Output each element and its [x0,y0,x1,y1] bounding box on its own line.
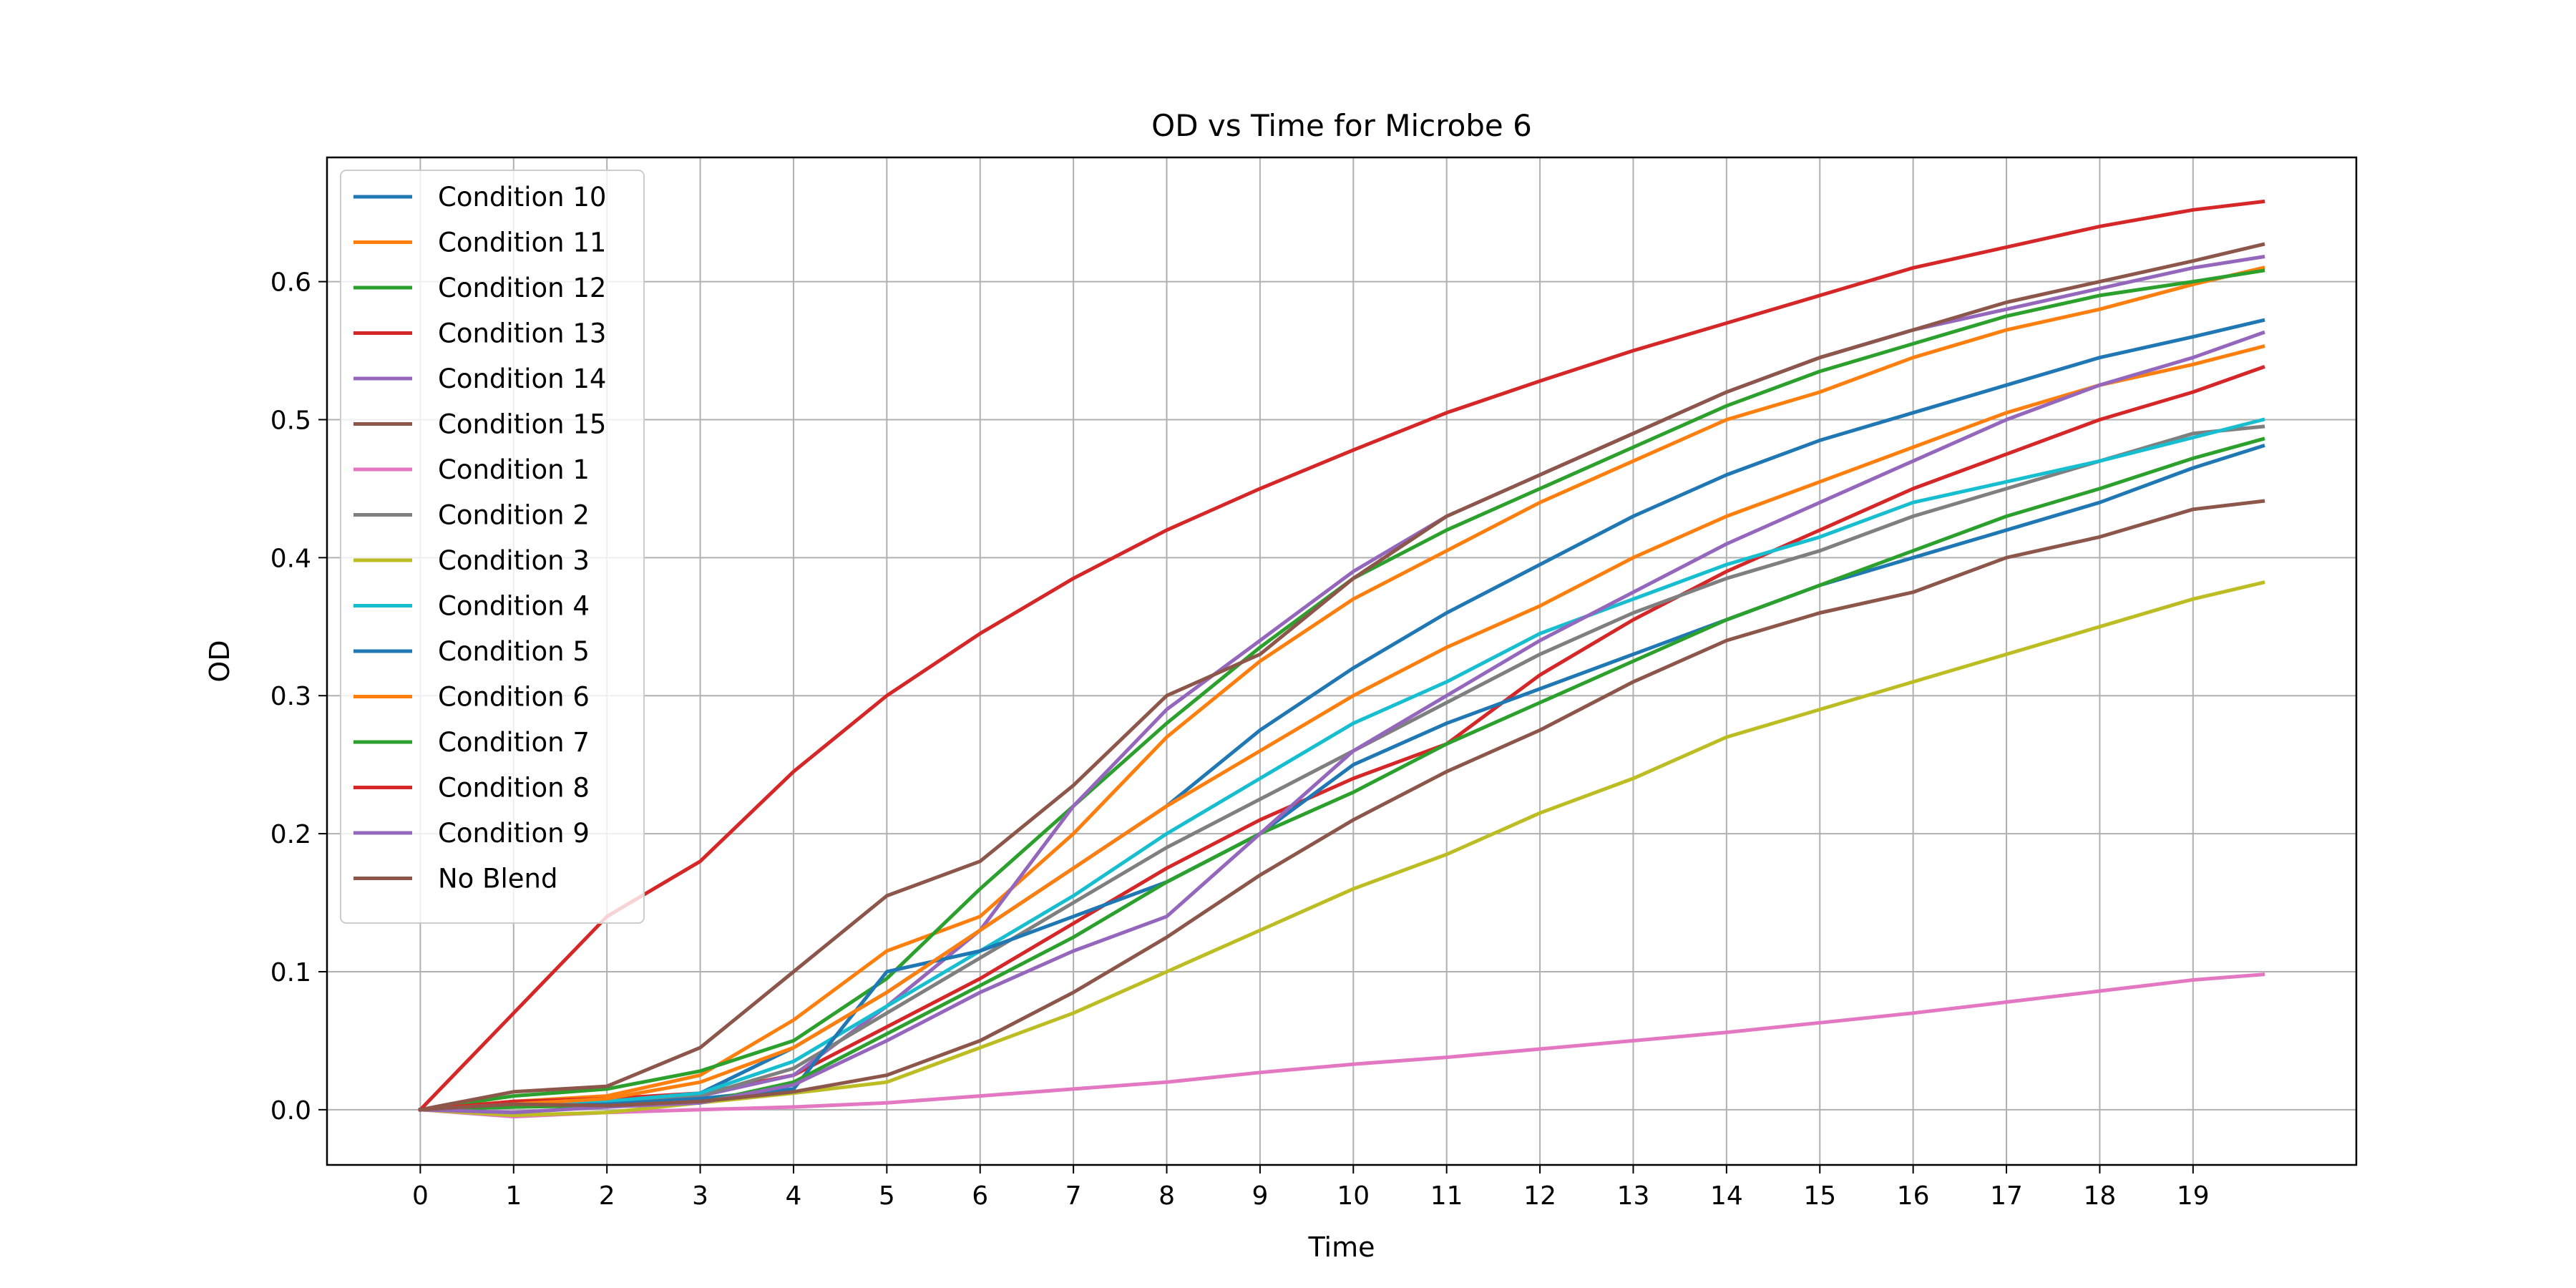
y-tick-label: 0.4 [270,544,311,573]
legend-label: Condition 15 [438,409,606,440]
legend-label: Condition 6 [438,682,590,713]
legend: Condition 10 Condition 11 Condition 12 Cond… [340,170,645,924]
x-tick-label: 14 [1710,1181,1743,1211]
chart-title: OD vs Time for Microbe 6 [1151,108,1532,143]
legend-box [340,170,645,924]
x-tick-label: 10 [1337,1181,1370,1211]
y-tick-label: 0.5 [270,406,311,435]
axis-ticks: 0 1 2 3 4 5 6 7 8 9 10 11 12 13 14 15 16 17 18 190.00.10.20… [270,268,2210,1211]
legend-label: Condition 4 [438,591,590,622]
x-tick-label: 18 [2084,1181,2117,1211]
x-tick-label: 17 [1990,1181,2023,1211]
y-tick-label: 0.3 [270,682,311,711]
legend-label: Condition 3 [438,545,590,576]
x-tick-label: 5 [879,1181,895,1211]
x-tick-label: 6 [972,1181,988,1211]
x-tick-label: 2 [599,1181,615,1211]
x-tick-label: 4 [786,1181,802,1211]
series-line-11 [418,344,2265,1112]
legend-label: Condition 11 [438,228,606,258]
x-tick-label: 7 [1065,1181,1082,1211]
legend-label: Condition 12 [438,273,606,303]
y-axis-label: OD [204,640,235,682]
x-tick-label: 11 [1430,1181,1463,1211]
legend-label: Condition 8 [438,773,590,804]
y-tick-label: 0.1 [270,958,311,987]
series-line-1 [418,265,2265,1112]
y-tick-label: 0.0 [270,1096,311,1126]
series-line-13 [417,199,2265,1113]
series-line-9 [418,417,2265,1112]
series-line-6 [418,972,2265,1118]
x-tick-label: 15 [1803,1181,1836,1211]
legend-label: Condition 9 [438,818,590,849]
legend-label: Condition 14 [438,364,606,394]
legend-label: Condition 2 [438,500,590,531]
x-tick-label: 1 [505,1181,522,1211]
x-tick-label: 0 [412,1181,429,1211]
axes-frame [326,156,2358,1166]
legend-label: Condition 13 [438,318,606,349]
x-tick-label: 19 [2177,1181,2210,1211]
legend-label: Condition 7 [438,727,590,758]
x-tick-label: 8 [1158,1181,1175,1211]
x-tick-label: 16 [1897,1181,1930,1211]
x-tick-label: 9 [1252,1181,1268,1211]
legend-label: No Blend [438,864,557,894]
series-line-0 [418,318,2265,1112]
legend-label: Condition 10 [438,182,606,213]
x-tick-label: 3 [692,1181,708,1211]
legend-label: Condition 5 [438,636,590,667]
y-tick-label: 0.6 [270,268,311,298]
series-line-5 [418,242,2265,1112]
x-tick-label: 12 [1523,1181,1556,1211]
legend-label: Condition 1 [438,454,590,485]
series-lines [417,199,2265,1118]
series-line-15 [418,499,2265,1112]
series-line-4 [418,255,2265,1112]
x-axis-label: Time [1308,1231,1375,1263]
y-tick-label: 0.2 [270,820,311,849]
x-tick-label: 13 [1617,1181,1650,1211]
